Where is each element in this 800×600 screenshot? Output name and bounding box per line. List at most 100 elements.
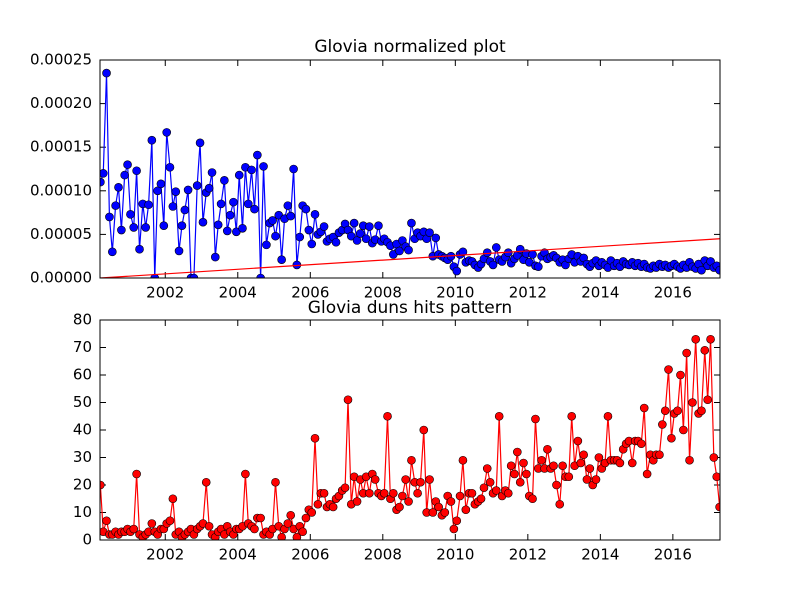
data-point: [301, 204, 311, 214]
x-tick-label: 2008: [364, 546, 402, 564]
data-point: [220, 176, 229, 185]
data-point: [277, 255, 286, 264]
data-point: [129, 524, 139, 534]
data-point: [120, 170, 129, 180]
data-point: [552, 480, 561, 490]
data-point: [183, 185, 193, 195]
data-point: [159, 221, 169, 230]
data-point: [277, 532, 286, 540]
data-point: [201, 477, 211, 487]
data-point: [440, 508, 450, 517]
data-point: [259, 162, 268, 171]
data-point: [485, 477, 495, 487]
data-point: [461, 505, 471, 515]
y-tick-label: 0.00010: [30, 181, 92, 199]
x-tick-label: 2016: [654, 546, 692, 564]
chart-title: Glovia duns hits pattern: [308, 298, 512, 318]
data-point: [679, 425, 688, 435]
data-point: [250, 204, 259, 214]
data-point: [658, 420, 667, 429]
x-tick-label: 2012: [509, 546, 547, 564]
data-point: [283, 519, 293, 528]
y-tick-label: 40: [73, 421, 92, 439]
data-point: [416, 477, 425, 487]
data-point: [573, 436, 583, 446]
data-point: [295, 232, 305, 242]
data-point: [198, 217, 208, 227]
data-point: [171, 187, 181, 196]
data-point: [135, 244, 144, 254]
data-point: [685, 455, 694, 465]
data-point: [660, 406, 670, 416]
data-point: [352, 497, 362, 506]
data-point: [307, 239, 317, 249]
y-tick-label: 70: [73, 338, 92, 356]
data-point: [352, 236, 362, 245]
data-point: [389, 488, 398, 498]
data-point: [370, 475, 380, 484]
x-tick-label: 2002: [146, 546, 184, 564]
data-point: [491, 243, 501, 252]
data-point: [579, 450, 588, 460]
data-point: [174, 246, 184, 256]
data-point: [210, 252, 220, 262]
data-point: [117, 225, 126, 235]
data-point: [407, 218, 416, 228]
data-point: [147, 135, 157, 145]
data-point: [141, 223, 150, 232]
data-point: [225, 210, 235, 220]
data-point: [365, 222, 374, 231]
data-point: [256, 273, 265, 278]
data-point: [379, 488, 389, 498]
data-point: [165, 162, 175, 172]
data-point: [168, 494, 178, 504]
data-point: [482, 464, 492, 473]
data-point: [594, 453, 604, 462]
data-point: [229, 197, 238, 207]
data-point: [555, 499, 565, 509]
data-point: [111, 201, 120, 210]
data-point: [132, 469, 141, 479]
data-point: [510, 469, 519, 479]
data-point: [603, 411, 613, 421]
data-point: [204, 183, 214, 193]
trend-line: [100, 238, 720, 278]
data-point: [256, 513, 265, 523]
data-point: [458, 247, 468, 257]
data-point: [395, 246, 404, 256]
data-point: [709, 453, 719, 462]
data-point: [697, 406, 706, 416]
data-point: [310, 433, 320, 443]
data-point: [105, 212, 114, 222]
data-point: [637, 439, 646, 449]
data-point: [189, 273, 199, 278]
chart-title: Glovia normalized plot: [314, 37, 506, 57]
data-point: [428, 508, 438, 517]
data-point: [455, 491, 465, 501]
data-point: [488, 260, 498, 270]
data-point: [434, 502, 443, 512]
data-point: [147, 519, 157, 528]
data-point: [349, 218, 359, 228]
data-point: [343, 395, 353, 405]
data-point: [307, 508, 317, 517]
data-point: [452, 266, 462, 276]
data-point: [700, 345, 710, 355]
data-point: [452, 516, 462, 526]
data-point: [165, 516, 175, 526]
y-tick-label: 0: [82, 531, 92, 549]
data-point: [627, 458, 637, 468]
x-tick-label: 2004: [219, 546, 257, 564]
data-point: [268, 216, 277, 225]
data-point: [395, 502, 404, 512]
data-point: [531, 414, 540, 424]
axes-frame: [99, 59, 721, 279]
data-point: [310, 210, 320, 219]
data-point: [319, 488, 329, 498]
x-tick-label: 2014: [581, 284, 619, 302]
data-point: [476, 494, 486, 504]
data-point: [374, 221, 383, 230]
data-point: [129, 223, 139, 232]
